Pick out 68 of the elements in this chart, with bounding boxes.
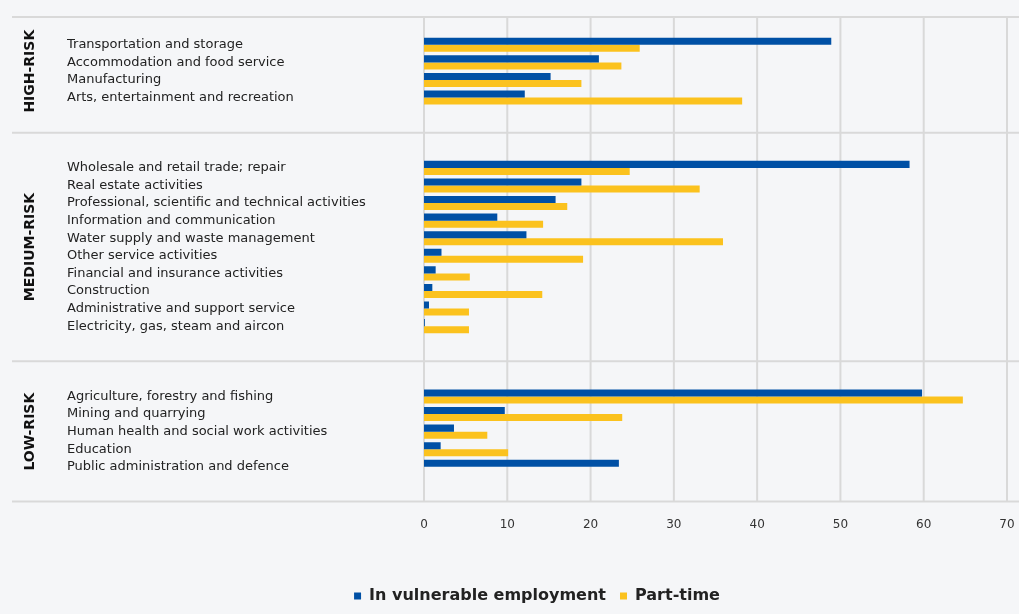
bar [424,389,923,397]
bar [424,167,630,175]
y-tick-label: Electricity, gas, steam and aircon [67,317,285,333]
x-tick-label: 20 [582,516,599,531]
bar [424,55,599,63]
y-tick-label: Human health and social work activities [67,423,328,439]
legend-label: In vulnerable employment [369,585,607,605]
y-tick-label: Agriculture, forestry and fishing [67,387,274,403]
bar [424,238,723,246]
text: MEDIUM-RISK [20,191,37,302]
text: LOW-RISK [20,391,37,471]
bar [424,449,509,457]
bar [424,424,454,432]
bar [424,326,469,334]
bar [424,301,429,309]
bar [424,255,584,263]
bar [424,62,622,70]
x-tick-label: 40 [749,516,765,531]
x-tick-label: 30 [666,516,682,531]
x-tick-label: 0 [420,516,428,531]
bar [424,160,910,168]
bar [424,266,436,274]
bar [424,442,441,450]
bar [424,72,551,80]
x-tick-label: 50 [832,516,849,531]
bar [424,407,505,415]
y-tick-label: Manufacturing [67,71,162,87]
y-tick-label: Education [67,440,132,456]
y-tick-label: Information and communication [67,212,276,228]
bar [424,185,700,193]
bar [424,79,582,87]
y-tick-label: Other service activities [67,247,218,263]
y-tick-label: Arts, entertainment and recreation [67,88,294,104]
bar [424,97,743,105]
bar [424,178,582,186]
bar [424,308,469,316]
x-tick-label: 70 [999,516,1015,531]
x-tick-label: 10 [499,516,515,531]
bar [424,459,619,467]
bar [424,196,556,204]
x-tick-label: 60 [916,516,932,531]
legend-label: Part-time [635,585,721,605]
y-tick-label: Administrative and support service [67,299,295,315]
bar [424,231,527,239]
y-tick-label: Construction [67,282,150,298]
bar [424,431,488,439]
y-tick-label: Public administration and defence [67,458,289,474]
y-tick-label: Financial and insurance activities [67,264,284,280]
y-tick-label: Water supply and waste management [67,229,315,245]
y-tick-label: Accommodation and food service [67,53,285,69]
y-tick-label: Mining and quarrying [67,405,206,421]
bar [424,396,963,404]
bar [424,220,544,228]
y-tick-label: Transportation and storage [66,36,243,52]
y-tick-label: Real estate activities [67,176,204,192]
bar [424,203,568,211]
bar [424,90,525,98]
bar [424,44,640,52]
bar [424,37,832,45]
bar [424,248,442,256]
bar [424,414,623,422]
bar [424,273,470,281]
y-tick-label: Wholesale and retail trade; repair [67,159,287,175]
y-tick-label: Professional, scientific and technical activities [67,194,366,210]
bar [424,213,498,221]
bar [424,283,433,291]
bar [424,290,543,298]
text: HIGH-RISK [20,28,37,113]
